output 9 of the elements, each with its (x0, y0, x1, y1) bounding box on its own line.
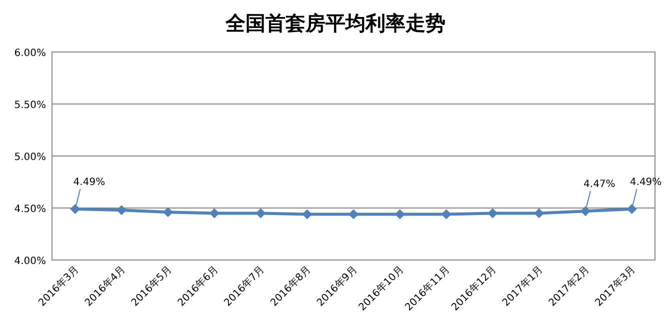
chart-title: 全国首套房平均利率走势 (224, 11, 446, 35)
y-tick-label: 4.50% (14, 204, 46, 215)
y-tick-label: 4.00% (14, 256, 46, 267)
y-tick-label: 5.50% (14, 100, 46, 111)
y-tick-label: 5.00% (14, 152, 46, 163)
y-tick-label: 6.00% (14, 48, 46, 59)
data-label: 4.49% (630, 177, 662, 188)
data-label: 4.47% (584, 179, 616, 190)
data-label: 4.49% (73, 177, 106, 188)
